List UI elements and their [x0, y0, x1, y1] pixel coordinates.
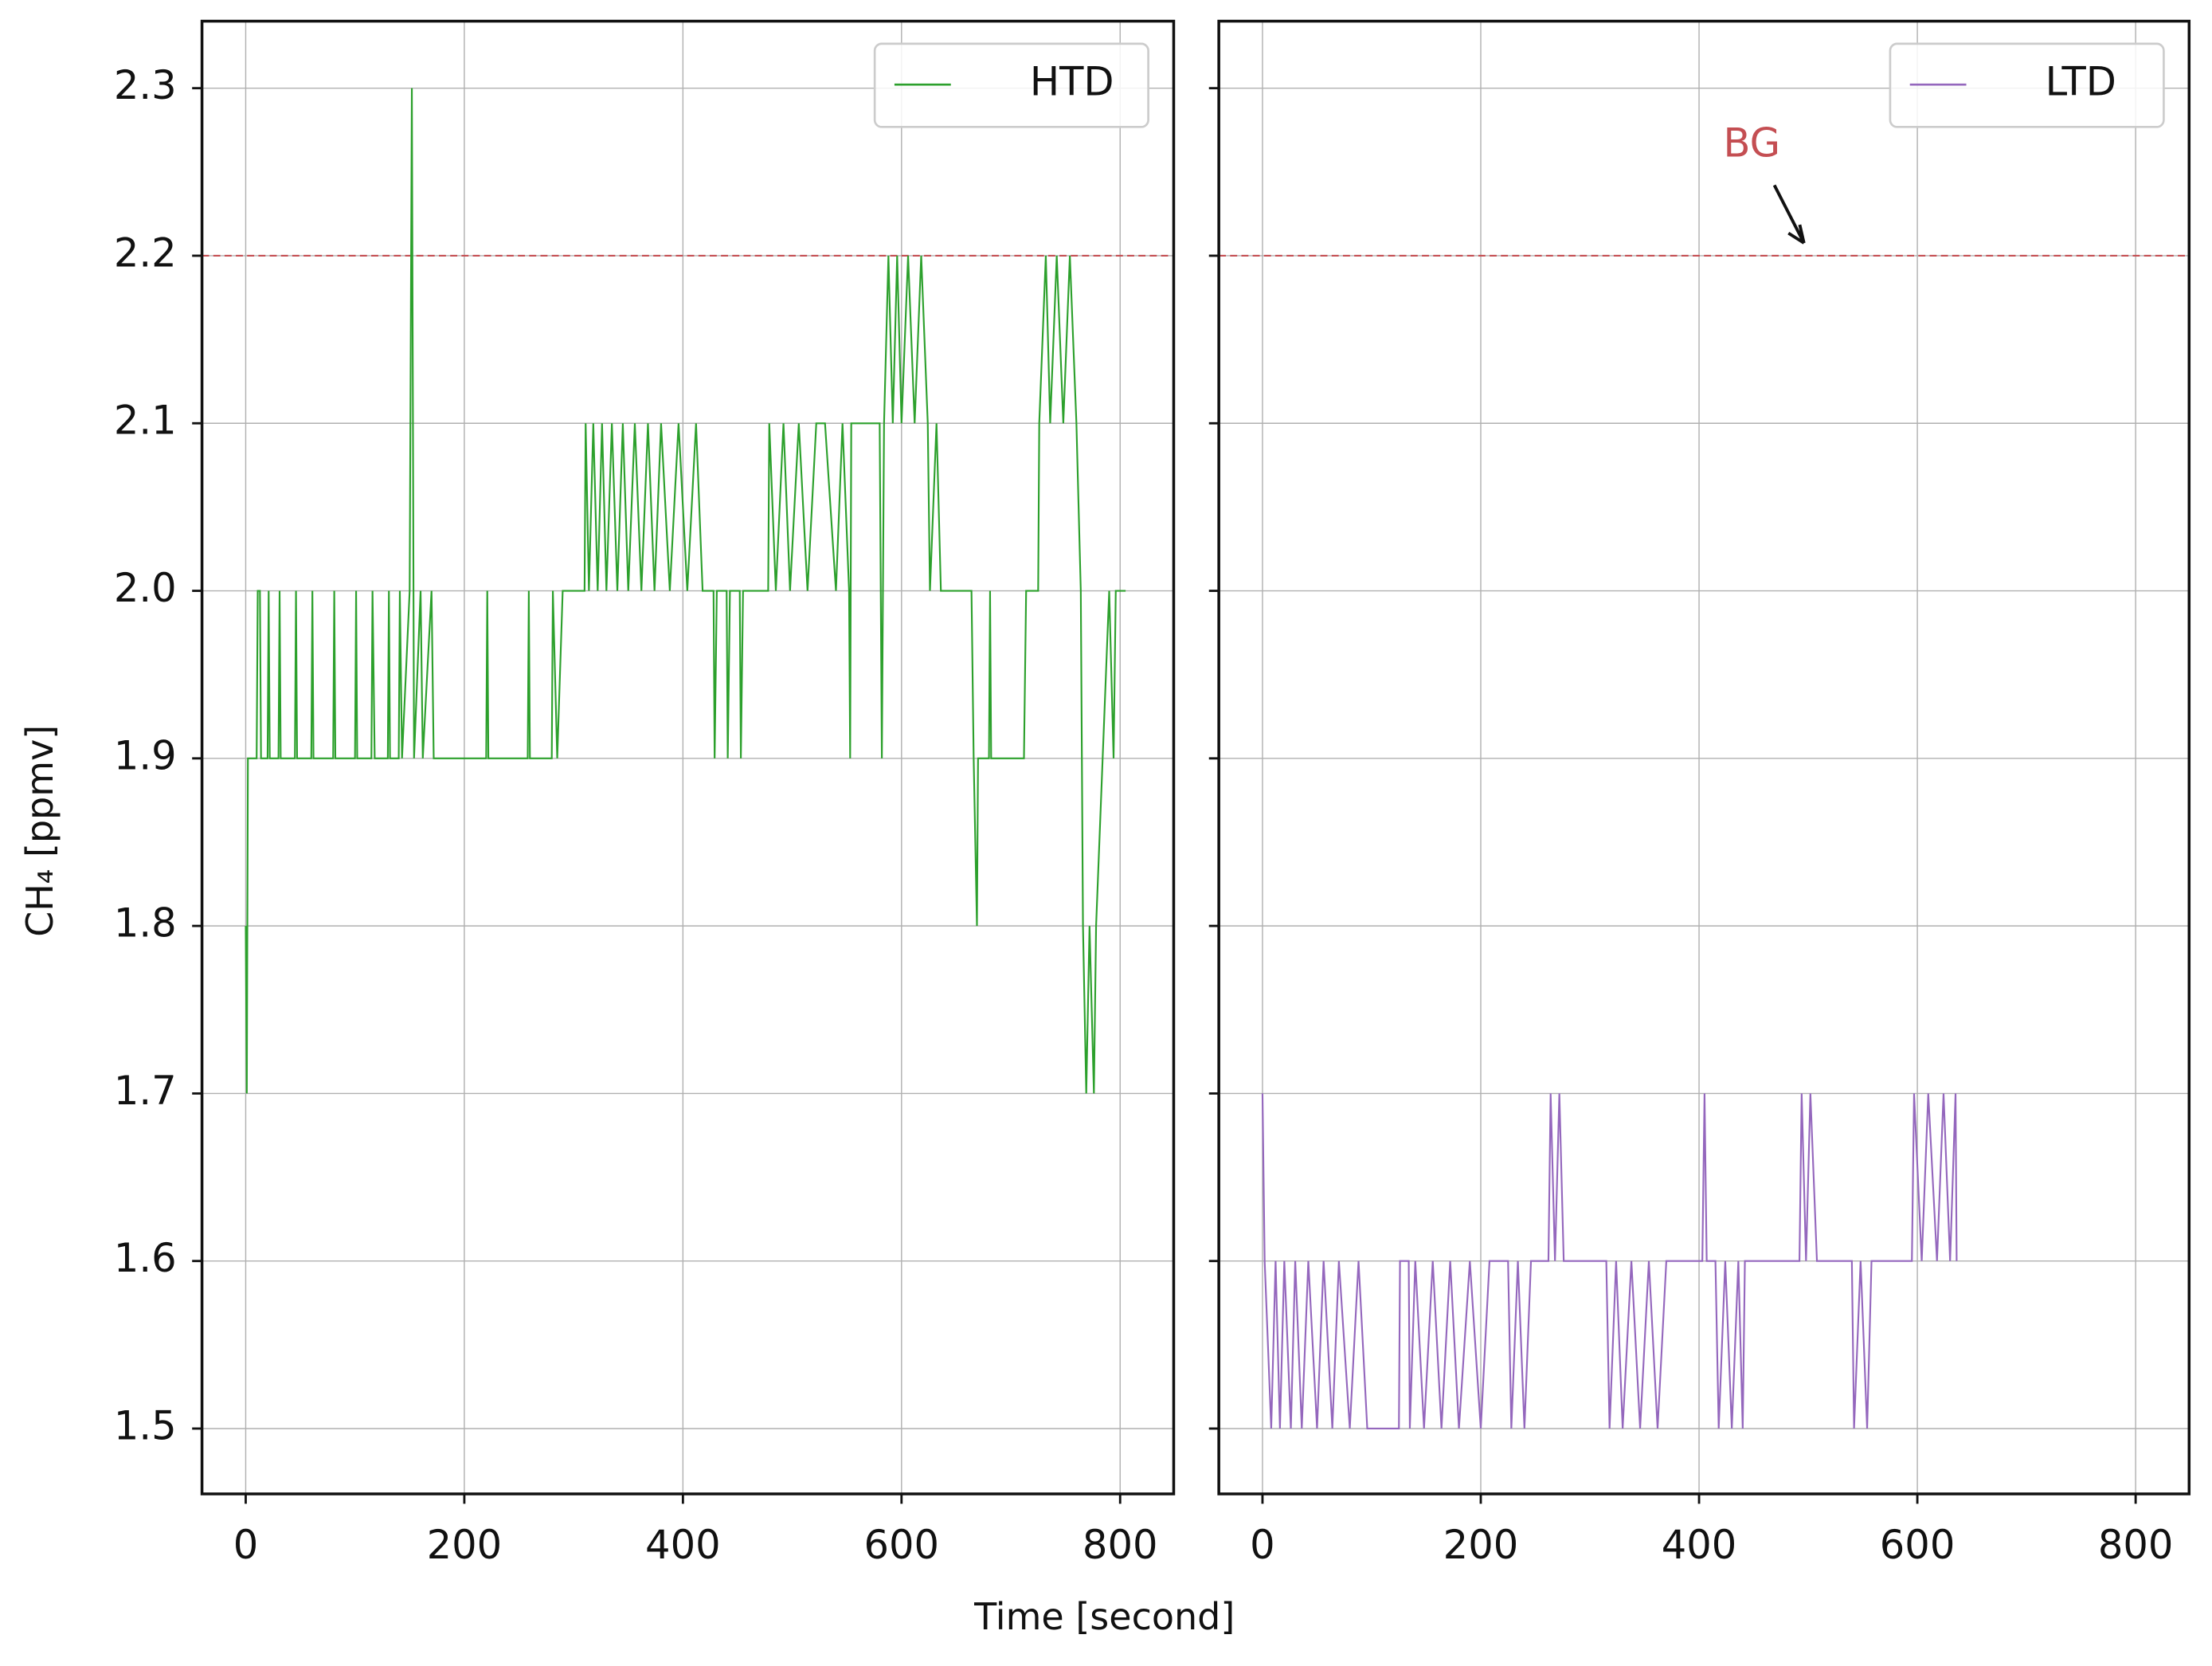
y-tick-label: 2.2 — [114, 229, 177, 276]
x-tick-label: 0 — [1250, 1522, 1275, 1568]
legend-label: HTD — [1030, 59, 1114, 105]
x-tick-label: 400 — [645, 1522, 721, 1568]
y-tick-label: 2.1 — [114, 398, 177, 444]
x-tick-label: 600 — [1880, 1522, 1956, 1568]
y-tick-label: 2.3 — [114, 62, 177, 108]
legend-label: LTD — [2046, 59, 2116, 105]
annotation-arrow — [1772, 184, 1806, 245]
y-tick-label: 1.9 — [114, 732, 177, 778]
x-tick-label: 200 — [427, 1522, 503, 1568]
legend-box — [873, 42, 1149, 128]
x-tick-label: 600 — [863, 1522, 939, 1568]
axes-frame — [1217, 19, 2191, 1495]
y-tick-label: 1.6 — [114, 1235, 177, 1281]
x-tick-label: 0 — [233, 1522, 259, 1568]
x-axis-label: Time [second] — [973, 1595, 1235, 1638]
x-tick-label: 400 — [1662, 1522, 1737, 1568]
y-axis-label: CH₄ [ppmv] — [18, 725, 61, 937]
data-line — [1261, 1093, 1958, 1430]
x-tick-label: 200 — [1443, 1522, 1519, 1568]
data-line — [245, 88, 1126, 1094]
axes-frame — [200, 19, 1176, 1495]
y-tick-label: 2.0 — [114, 565, 177, 611]
x-tick-label: 800 — [1083, 1522, 1158, 1568]
y-tick-label: 1.7 — [114, 1068, 177, 1114]
y-tick-label: 1.5 — [114, 1402, 177, 1448]
y-tick-label: 1.8 — [114, 900, 177, 947]
x-tick-label: 800 — [2098, 1522, 2174, 1568]
legend-box — [1889, 42, 2165, 128]
annotation-text: BG — [1723, 120, 1780, 166]
